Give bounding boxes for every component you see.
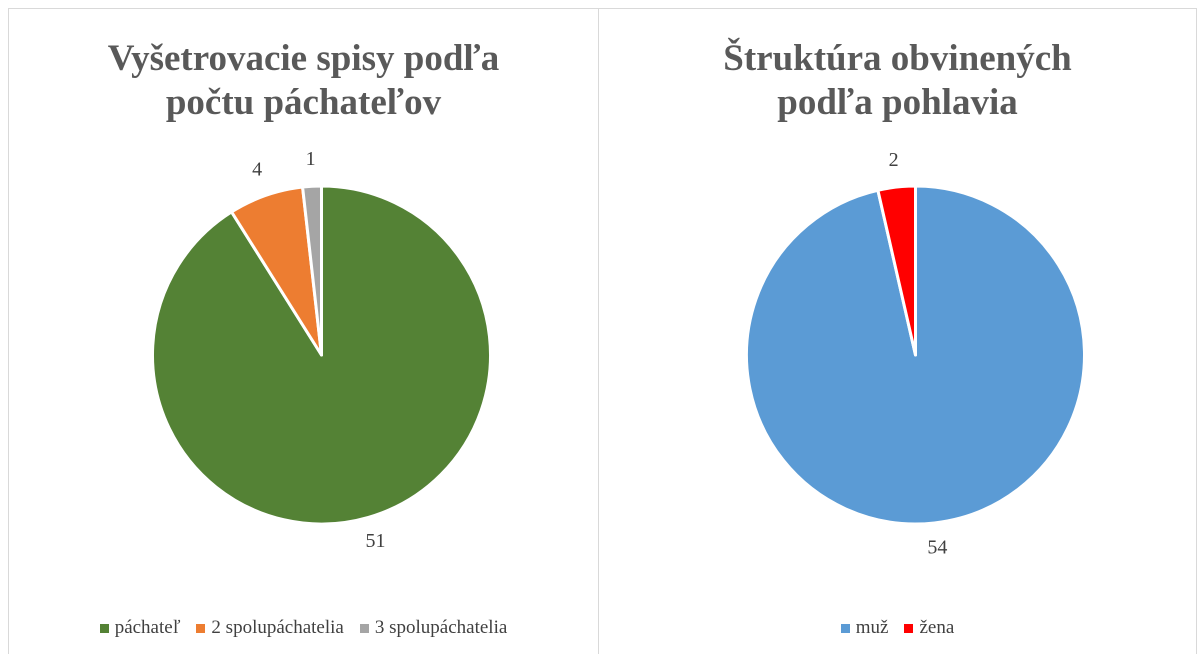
legend-item: 2 spolupáchatelia [196,617,344,638]
legend-label: 3 spolupáchatelia [374,617,508,638]
legend-label: páchateľ [114,617,181,638]
data-label: 54 [927,536,947,558]
legend-label: žena [919,617,955,638]
legend-swatch [99,624,109,634]
pie-chart: 54 2 [745,149,1086,558]
data-label: 4 [252,159,262,181]
legend-swatch [359,624,369,634]
legend-item: žena [904,617,954,638]
pie-chart: 51 4 1 [151,148,492,552]
legend-item: 3 spolupáchatelia [359,617,508,638]
chart-panel: Štruktúra obvinených podľa pohlavia 54 2 mu… [598,8,1197,654]
legend-swatch [904,624,914,634]
chart-title: Vyšetrovacie spisy podľa počtu páchateľo… [107,38,500,123]
data-label: 2 [889,149,899,171]
pie-slice [151,184,492,526]
chart-title: Štruktúra obvinených podľa pohlavia [723,38,1072,123]
data-label: 1 [306,148,316,170]
legend-item: muž [840,617,889,638]
data-label: 51 [365,530,385,552]
legend-swatch [840,624,850,634]
chart-panel: Vyšetrovacie spisy podľa počtu páchateľo… [8,8,599,654]
legend-label: muž [855,617,889,638]
legend-label: 2 spolupáchatelia [211,617,344,638]
legend-item: páchateľ [99,617,181,638]
pie-slice [301,184,323,357]
legend: muž žena [599,617,1196,639]
legend-swatch [196,624,206,634]
pie-slice [876,184,917,357]
legend: páchateľ 2 spolupáchatelia 3 spolupáchatel… [9,617,598,639]
